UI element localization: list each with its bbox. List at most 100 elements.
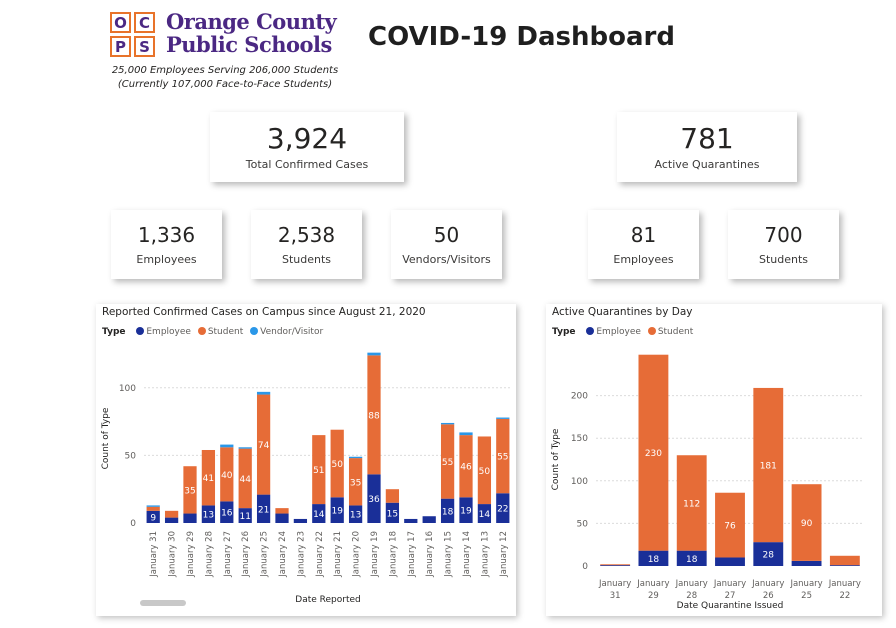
bar-segment-student (367, 355, 381, 475)
bar-segment-student (753, 387, 784, 543)
data-label: 18 (648, 555, 660, 565)
bar-segment-vendor-visitor (367, 352, 381, 356)
data-label: 46 (460, 463, 472, 473)
total-cases-card[interactable]: 3,924 Total Confirmed Cases (210, 112, 404, 182)
bar-segment-employee (330, 497, 344, 523)
bar-segment-employee (238, 508, 252, 523)
bar-segment-vendor-visitor (146, 505, 160, 507)
legend-title: Type (552, 327, 576, 337)
legend-item-student[interactable]: Student (207, 327, 244, 337)
bar-segment-student (638, 354, 669, 551)
confirmed-cases-chart: 0 50 100 Count of Type 9 January 31 January 30… (101, 352, 512, 605)
bar-segment-student (440, 424, 455, 499)
x-tick-label: January 29 (186, 531, 196, 578)
logo-letter: C (134, 12, 155, 33)
data-label: 44 (239, 475, 251, 485)
bar-segment-employee (600, 565, 631, 566)
organization-name-line2: Public Schools (166, 32, 332, 57)
bar-segment-employee (496, 493, 510, 523)
data-label: 36 (368, 495, 380, 505)
x-tick-label-month: January (713, 579, 746, 589)
bar-segment-employee (275, 513, 289, 523)
bar-segment-employee (201, 505, 216, 523)
logo-letter: S (134, 36, 155, 57)
bar-segment-employee (256, 494, 271, 523)
legend-dot-vendor (250, 327, 259, 335)
bar-segment-employee (459, 497, 473, 523)
horizontal-scrollbar[interactable] (140, 600, 186, 606)
bar-segment-student (477, 436, 492, 505)
bar-segment-employee (293, 518, 308, 523)
bar-segment-employee (367, 474, 381, 523)
bar-segment-employee (477, 504, 492, 523)
data-label: 18 (686, 555, 698, 565)
data-label: 41 (203, 474, 214, 484)
x-tick-label: January 16 (425, 531, 435, 578)
chart-legend: Type Employee Student Vendor/Visitor (102, 327, 323, 337)
bar-segment-employee (348, 505, 363, 523)
legend-item-student[interactable]: Student (657, 327, 694, 337)
confirmed-cases-chart-panel[interactable]: Reported Confirmed Cases on Campus since… (96, 304, 516, 616)
bar-segment-vendor-visitor (496, 417, 510, 419)
x-tick-label-day: 27 (725, 591, 736, 601)
bar-segment-employee (829, 565, 860, 566)
cases-vendors-card[interactable]: 50 Vendors/Visitors (391, 210, 502, 279)
legend-item-employee[interactable]: Employee (596, 327, 641, 337)
bar-segment-student (312, 435, 326, 505)
bar-segment-vendor-visitor (256, 391, 271, 395)
card-label: Active Quarantines (654, 158, 760, 171)
bar-segment-student (348, 458, 363, 506)
x-axis-title: Date Reported (295, 595, 360, 605)
x-tick-label-month: January (789, 579, 822, 589)
quarantine-employees-card[interactable]: 81 Employees (588, 210, 699, 279)
quarantine-students-card[interactable]: 700 Students (728, 210, 839, 279)
bar-segment-student (220, 447, 234, 502)
bar-segment-student (330, 429, 344, 498)
bar-segment-employee (715, 557, 745, 566)
active-quarantines-card[interactable]: 781 Active Quarantines (617, 112, 797, 182)
tagline-line2: (Currently 107,000 Face-to-Face Students… (117, 79, 333, 90)
bar-segment-student (791, 484, 822, 561)
x-tick-label: January 30 (168, 531, 178, 578)
logo-letter: O (110, 12, 131, 33)
x-tick-label-month: January (636, 579, 669, 589)
legend-dot-student (197, 327, 206, 335)
bar-segment-vendor-visitor (238, 447, 252, 449)
tagline-line1: 25,000 Employees Serving 206,000 Student… (111, 65, 339, 76)
chart-title: Active Quarantines by Day (552, 306, 693, 318)
bar-segment-employee (164, 517, 179, 523)
data-label: 9 (150, 513, 156, 523)
legend-item-employee[interactable]: Employee (146, 327, 191, 337)
cases-employees-card[interactable]: 1,336 Employees (111, 210, 222, 279)
quarantines-chart-panel[interactable]: Active Quarantines by Day Type Employee … (546, 304, 882, 616)
data-label: 13 (350, 511, 361, 521)
bar-segment-employee (676, 550, 707, 566)
data-label: 88 (368, 411, 380, 421)
x-tick-label: January 19 (370, 531, 380, 578)
x-axis-title: Date Quarantine Issued (677, 601, 784, 611)
bar-segment-student (715, 492, 745, 558)
bar-segment-employee (753, 542, 784, 566)
data-label: 16 (221, 509, 233, 519)
bar-segment-vendor-visitor (348, 456, 363, 459)
bar-segment-employee (183, 513, 197, 523)
data-label: 18 (442, 507, 454, 517)
y-tick-label: 50 (125, 451, 137, 461)
x-tick-label: January 15 (444, 531, 454, 578)
card-label: Students (281, 253, 332, 266)
bar-segment-employee (220, 501, 234, 523)
bar-segment-employee (385, 502, 400, 523)
legend-item-vendor[interactable]: Vendor/Visitor (260, 327, 324, 337)
bar-segment-student (146, 506, 160, 511)
bar-segment-student (496, 418, 510, 494)
data-label: 35 (184, 486, 195, 496)
cases-students-card[interactable]: 2,538 Students (251, 210, 362, 279)
data-label: 21 (258, 505, 269, 515)
data-label: 40 (221, 471, 233, 481)
data-label: 76 (724, 522, 736, 532)
x-tick-label: January 31 (149, 531, 159, 578)
card-value: 781 (680, 122, 734, 155)
x-tick-label: January 18 (388, 531, 398, 578)
data-label: 19 (460, 507, 472, 517)
organization-name: Orange County Public Schools (166, 10, 356, 56)
